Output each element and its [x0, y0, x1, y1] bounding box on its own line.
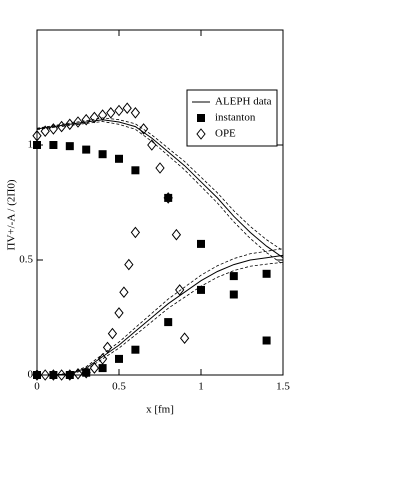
diamond-point — [97, 353, 108, 365]
diamond-point — [130, 106, 141, 119]
error-band — [36, 121, 284, 265]
square-point — [164, 193, 173, 202]
square-point — [115, 354, 123, 363]
diamond-point — [102, 341, 113, 354]
legend-label: instanton — [215, 112, 256, 124]
square-point — [229, 290, 238, 299]
square-point — [131, 345, 140, 354]
diamond-point — [124, 258, 134, 271]
diamond-point — [73, 368, 83, 380]
diamond-point — [163, 192, 173, 204]
square-point — [82, 145, 91, 154]
square-point — [98, 364, 107, 373]
diamond-point — [56, 120, 67, 133]
square-point — [49, 141, 58, 149]
x-tick-label: 0 — [34, 381, 40, 393]
diamond-point — [171, 228, 182, 241]
legend-box — [186, 89, 278, 147]
diamond-point — [65, 369, 75, 381]
square-point — [98, 150, 107, 159]
diamond-point — [97, 109, 108, 121]
square-point — [49, 371, 58, 379]
error-band — [36, 117, 284, 252]
diamond-point — [81, 113, 91, 126]
y-tick-label: 0 — [28, 369, 34, 381]
square-point — [197, 285, 205, 294]
diamond-point — [40, 369, 50, 381]
error-band — [37, 261, 284, 376]
legend-label: ALEPH data — [215, 96, 272, 108]
diamond-point — [81, 366, 91, 379]
legend-label: OPE — [215, 128, 236, 140]
data-line — [37, 254, 284, 376]
diamond-point — [65, 118, 75, 131]
diamond-point — [73, 116, 83, 128]
x-tick-label: 1 — [198, 381, 204, 393]
square-point — [65, 142, 74, 151]
square-point — [65, 371, 74, 379]
diamond-point — [48, 123, 59, 135]
diamond-point — [89, 111, 100, 124]
x-axis-label: x [fm] — [146, 404, 174, 416]
data-line — [36, 119, 284, 259]
diamond-point — [147, 139, 157, 151]
diamond-point — [155, 162, 165, 174]
diamond-point — [40, 125, 50, 138]
diamond-point — [32, 129, 42, 142]
y-tick-label: 0.5 — [19, 254, 33, 266]
diamond-point — [130, 226, 141, 239]
x-tick-label: 1.5 — [276, 381, 290, 393]
diamond-point — [138, 123, 149, 135]
square-point — [164, 318, 173, 327]
diamond-point — [89, 362, 100, 374]
square-point — [115, 154, 123, 163]
plot-frame — [36, 29, 284, 376]
square-point — [82, 368, 91, 377]
diamond-point — [106, 106, 116, 119]
y-axis-label: ΠV+/-A / (2Π0) — [6, 179, 18, 250]
diamond-point — [32, 369, 42, 381]
diamond-point — [114, 307, 124, 319]
diamond-point — [175, 284, 185, 296]
diamond-point — [56, 369, 67, 381]
legend-square — [197, 114, 205, 122]
square-point — [33, 371, 41, 379]
square-point — [229, 272, 238, 281]
y-tick-label: 1 — [28, 139, 34, 151]
diamond-point — [119, 286, 129, 299]
diamond-point — [114, 104, 124, 117]
square-point — [197, 239, 205, 248]
square-point — [262, 269, 271, 278]
square-point — [262, 336, 271, 345]
square-point — [131, 166, 140, 175]
x-tick-label: 0.5 — [112, 381, 126, 393]
diamond-point — [107, 327, 118, 340]
diamond-point — [122, 102, 132, 115]
legend-diamond — [196, 128, 206, 140]
diamond-point — [48, 369, 59, 381]
diamond-point — [179, 332, 190, 345]
square-point — [33, 141, 41, 149]
error-band — [37, 248, 284, 376]
